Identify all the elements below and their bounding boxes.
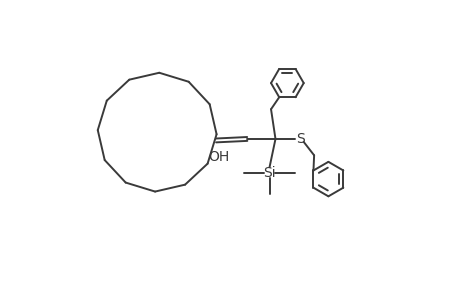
Text: S: S bbox=[296, 132, 304, 146]
Text: OH: OH bbox=[208, 150, 229, 164]
Text: Si: Si bbox=[263, 166, 275, 180]
